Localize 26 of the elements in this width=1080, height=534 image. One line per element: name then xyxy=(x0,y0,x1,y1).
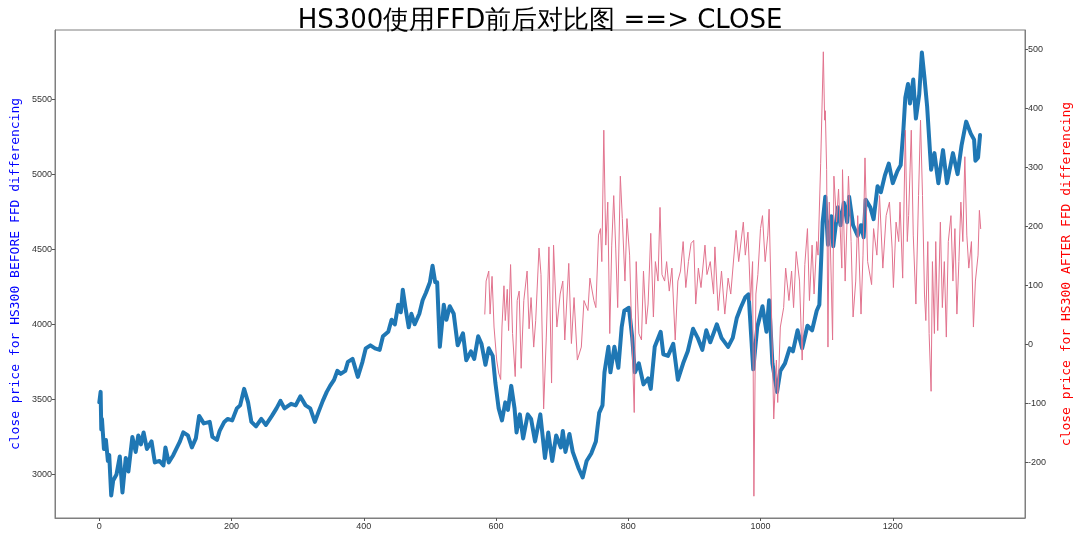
y-tick-label: 3500 xyxy=(31,394,52,405)
y2-axis-title: close price for HS300 AFTER FFD differencing xyxy=(1058,101,1073,447)
line-series xyxy=(97,50,983,498)
y2-tick-label: 0 xyxy=(1028,339,1034,350)
chart-title: HS300使用FFD前后对比图 ==> CLOSE xyxy=(297,4,783,34)
y2-tick-label: -100 xyxy=(1028,398,1047,409)
x-tick-label: 600 xyxy=(488,520,504,531)
y2-tick-label: 100 xyxy=(1028,280,1044,291)
y-axis-title: close price for HS300 BEFORE FFD differencing xyxy=(7,97,22,451)
y2-tick-label: 500 xyxy=(1028,44,1044,55)
y2-tick-label: -200 xyxy=(1028,457,1047,468)
y-tick-label: 5500 xyxy=(31,94,52,105)
y-tick-label: 3000 xyxy=(31,469,52,480)
x-tick-label: 0 xyxy=(96,520,102,531)
y2-tick-label: 200 xyxy=(1028,221,1044,232)
line-series xyxy=(484,51,982,497)
y2-tick-label: 400 xyxy=(1028,103,1044,114)
x-tick-label: 1000 xyxy=(750,520,771,531)
x-tick-label: 400 xyxy=(356,520,372,531)
x-tick-label: 1200 xyxy=(882,520,903,531)
y-tick-label: 4500 xyxy=(31,244,52,255)
y-tick-label: 4000 xyxy=(31,319,52,330)
x-tick-label: 800 xyxy=(620,520,636,531)
x-tick-label: 200 xyxy=(224,520,240,531)
y-tick-label: 5000 xyxy=(31,169,52,180)
y2-tick-label: 300 xyxy=(1028,162,1044,173)
